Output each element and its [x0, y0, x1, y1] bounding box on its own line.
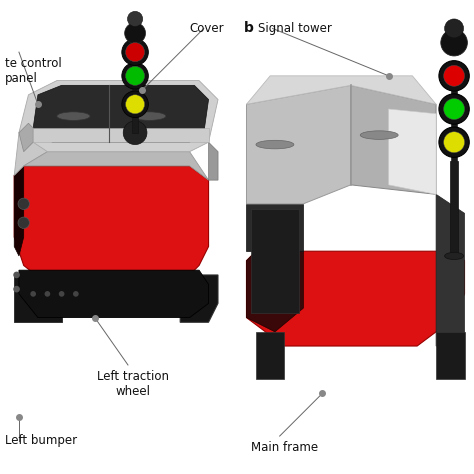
Bar [451, 85, 457, 161]
Circle shape [122, 91, 148, 118]
Text: Left traction
wheel: Left traction wheel [97, 370, 169, 398]
Polygon shape [14, 166, 209, 284]
Circle shape [18, 217, 29, 228]
Text: te control
panel: te control panel [5, 57, 62, 85]
Circle shape [439, 94, 469, 124]
Circle shape [59, 291, 64, 297]
Polygon shape [14, 114, 47, 175]
Circle shape [444, 132, 465, 153]
Circle shape [73, 291, 79, 297]
Circle shape [444, 65, 465, 86]
Circle shape [18, 198, 29, 210]
Polygon shape [14, 275, 62, 322]
Text: Left bumper: Left bumper [5, 434, 77, 447]
Circle shape [45, 291, 50, 297]
Bar [436, 332, 465, 379]
Text: Signal tower: Signal tower [258, 22, 332, 35]
Polygon shape [246, 251, 303, 332]
Text: Main frame: Main frame [251, 441, 318, 454]
Text: Cover: Cover [190, 22, 224, 35]
Bar [132, 43, 138, 133]
Ellipse shape [57, 112, 90, 120]
Polygon shape [14, 166, 24, 256]
Polygon shape [19, 123, 33, 152]
Circle shape [30, 291, 36, 297]
Circle shape [444, 99, 465, 119]
Circle shape [126, 66, 145, 85]
Circle shape [13, 286, 20, 292]
Circle shape [122, 63, 148, 89]
Circle shape [441, 29, 467, 56]
Ellipse shape [445, 252, 464, 260]
Circle shape [125, 23, 146, 44]
Bar [450, 161, 458, 256]
Polygon shape [19, 81, 218, 152]
Ellipse shape [360, 131, 398, 139]
Polygon shape [246, 204, 303, 251]
Polygon shape [246, 85, 351, 204]
Polygon shape [180, 275, 218, 322]
Polygon shape [246, 76, 436, 104]
Circle shape [439, 127, 469, 157]
Circle shape [122, 39, 148, 65]
Ellipse shape [133, 112, 166, 120]
Circle shape [123, 121, 147, 145]
Bar [256, 332, 284, 379]
Circle shape [13, 272, 20, 278]
Circle shape [126, 43, 145, 62]
Ellipse shape [256, 140, 294, 149]
Circle shape [126, 95, 145, 114]
Circle shape [445, 19, 464, 38]
Circle shape [439, 61, 469, 91]
Polygon shape [351, 85, 436, 194]
Circle shape [128, 11, 143, 27]
Polygon shape [33, 128, 209, 142]
Text: b: b [244, 21, 254, 36]
Polygon shape [24, 152, 209, 180]
Polygon shape [436, 194, 465, 346]
Polygon shape [251, 209, 299, 313]
Polygon shape [246, 251, 465, 346]
Polygon shape [19, 270, 209, 318]
Polygon shape [33, 85, 209, 142]
Polygon shape [209, 142, 218, 180]
Polygon shape [389, 109, 436, 194]
